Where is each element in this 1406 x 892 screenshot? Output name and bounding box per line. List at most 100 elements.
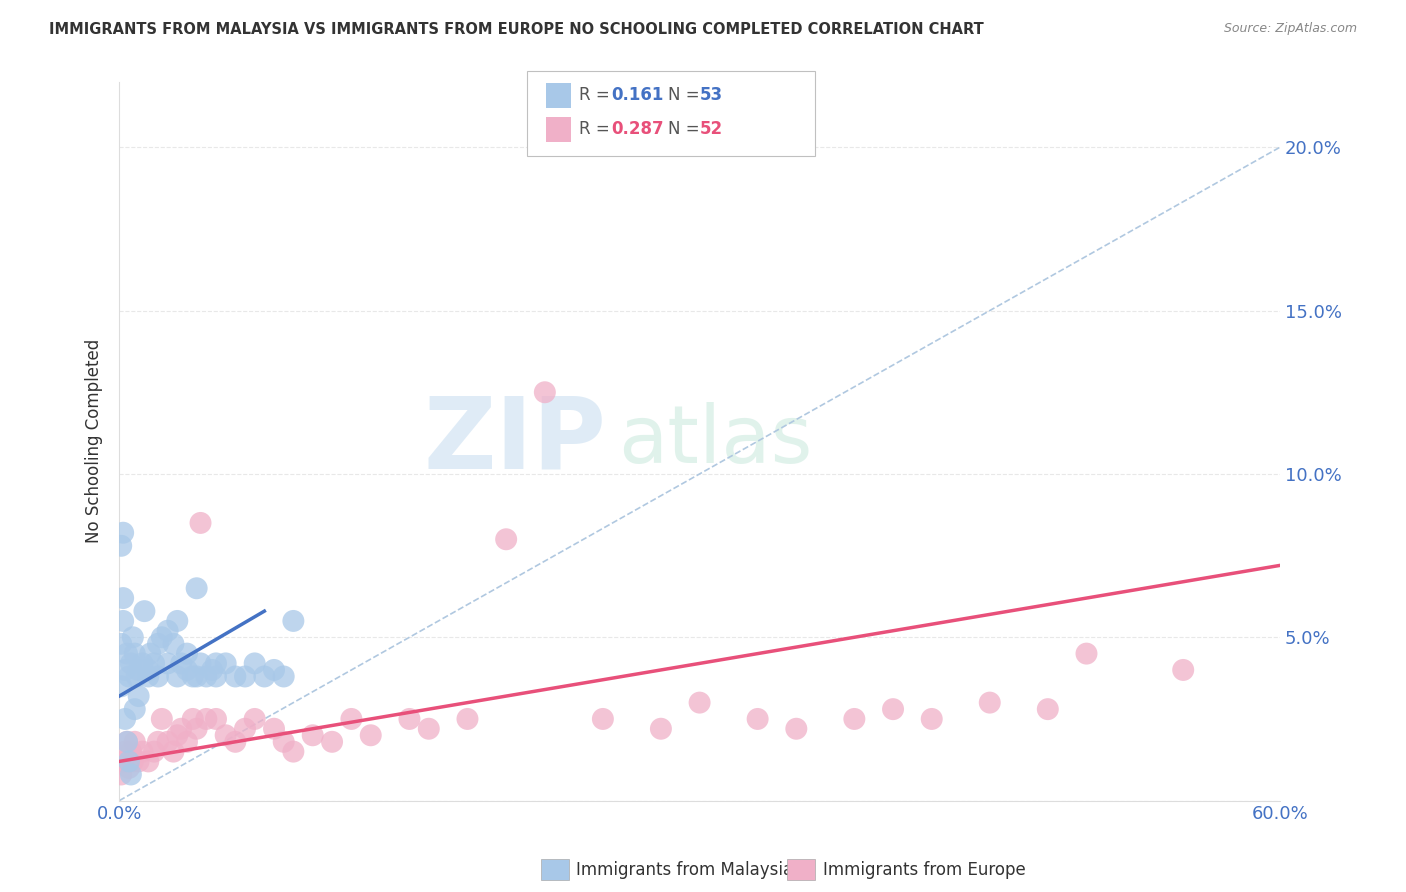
Point: [785, 722, 807, 736]
Text: R =: R =: [579, 120, 616, 138]
Text: R =: R =: [579, 87, 616, 104]
Point: [166, 728, 188, 742]
Point: [128, 663, 150, 677]
Point: [114, 663, 136, 677]
Text: Source: ZipAtlas.com: Source: ZipAtlas.com: [1223, 22, 1357, 36]
Point: [118, 669, 141, 683]
Point: [233, 669, 256, 683]
Point: [921, 712, 943, 726]
Point: [689, 696, 711, 710]
Point: [131, 745, 153, 759]
Text: atlas: atlas: [619, 402, 813, 480]
Point: [156, 624, 179, 638]
Point: [283, 745, 305, 759]
Point: [112, 614, 135, 628]
Point: [115, 735, 138, 749]
Point: [456, 712, 478, 726]
Point: [176, 663, 198, 677]
Text: N =: N =: [668, 87, 704, 104]
Point: [205, 712, 228, 726]
Point: [650, 722, 672, 736]
Point: [143, 745, 166, 759]
Point: [124, 702, 146, 716]
Point: [112, 755, 135, 769]
Point: [360, 728, 382, 742]
Point: [321, 735, 343, 749]
Point: [131, 657, 153, 671]
Point: [110, 679, 132, 693]
Point: [115, 647, 138, 661]
Point: [120, 767, 142, 781]
Point: [118, 761, 141, 775]
Point: [121, 755, 143, 769]
Text: N =: N =: [668, 120, 704, 138]
Point: [162, 637, 184, 651]
Point: [128, 755, 150, 769]
Point: [243, 712, 266, 726]
Point: [136, 663, 159, 677]
Point: [1036, 702, 1059, 716]
Point: [170, 722, 193, 736]
Point: [1173, 663, 1195, 677]
Y-axis label: No Schooling Completed: No Schooling Completed: [86, 339, 103, 543]
Text: ZIP: ZIP: [423, 392, 607, 490]
Point: [139, 647, 162, 661]
Text: 52: 52: [700, 120, 723, 138]
Point: [124, 647, 146, 661]
Point: [162, 745, 184, 759]
Point: [195, 712, 218, 726]
Text: IMMIGRANTS FROM MALAYSIA VS IMMIGRANTS FROM EUROPE NO SCHOOLING COMPLETED CORREL: IMMIGRANTS FROM MALAYSIA VS IMMIGRANTS F…: [49, 22, 984, 37]
Point: [253, 669, 276, 683]
Point: [273, 669, 295, 683]
Point: [181, 712, 204, 726]
Point: [166, 669, 188, 683]
Point: [136, 669, 159, 683]
Point: [128, 689, 150, 703]
Point: [233, 722, 256, 736]
Point: [844, 712, 866, 726]
Point: [186, 581, 208, 595]
Point: [190, 516, 212, 530]
Point: [283, 614, 305, 628]
Point: [495, 533, 517, 547]
Point: [301, 728, 323, 742]
Point: [110, 539, 132, 553]
Point: [120, 657, 142, 671]
Point: [115, 735, 138, 749]
Point: [243, 657, 266, 671]
Point: [398, 712, 420, 726]
Point: [114, 712, 136, 726]
Point: [120, 745, 142, 759]
Point: [186, 669, 208, 683]
Point: [215, 728, 238, 742]
Point: [747, 712, 769, 726]
Point: [263, 722, 285, 736]
Point: [205, 657, 228, 671]
Point: [882, 702, 904, 716]
Point: [176, 647, 198, 661]
Point: [979, 696, 1001, 710]
Point: [134, 604, 156, 618]
Point: [146, 669, 169, 683]
Point: [143, 657, 166, 671]
Point: [1076, 647, 1098, 661]
Point: [215, 657, 238, 671]
Point: [121, 630, 143, 644]
Point: [534, 385, 557, 400]
Point: [263, 663, 285, 677]
Point: [273, 735, 295, 749]
Point: [181, 669, 204, 683]
Point: [112, 591, 135, 605]
Point: [110, 637, 132, 651]
Point: [146, 637, 169, 651]
Text: 0.287: 0.287: [612, 120, 664, 138]
Point: [176, 735, 198, 749]
Point: [224, 735, 246, 749]
Point: [156, 735, 179, 749]
Point: [136, 755, 159, 769]
Point: [114, 745, 136, 759]
Text: Immigrants from Europe: Immigrants from Europe: [823, 861, 1025, 879]
Point: [124, 735, 146, 749]
Point: [224, 669, 246, 683]
Point: [125, 669, 148, 683]
